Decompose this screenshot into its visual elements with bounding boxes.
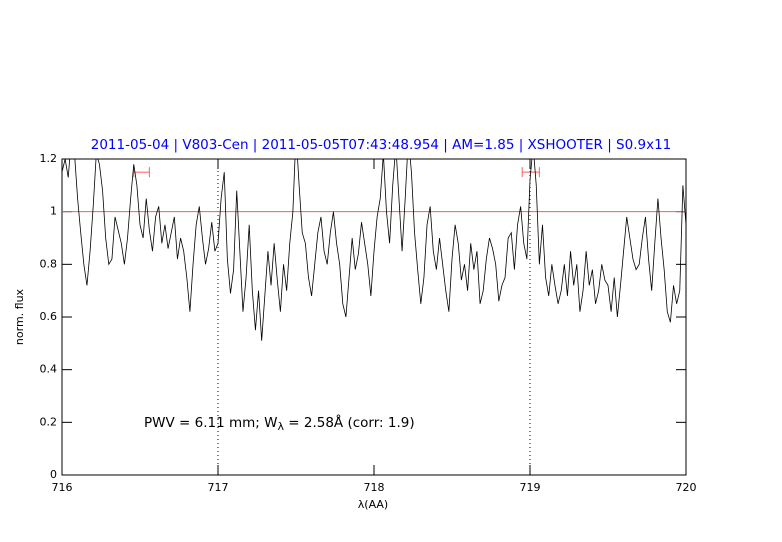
x-tick-label: 716	[52, 481, 73, 494]
annotation-text: PWV = 6.11 mm; W	[144, 415, 277, 431]
x-tick-label: 719	[520, 481, 541, 494]
y-tick-label: 0.4	[40, 363, 58, 376]
y-tick-label: 1.2	[40, 152, 58, 165]
x-tick-label: 717	[208, 481, 229, 494]
y-tick-label: 1	[50, 205, 57, 218]
y-tick-label: 0.6	[40, 310, 58, 323]
spectrum-line	[62, 159, 686, 341]
y-axis-label: norm. flux	[13, 288, 26, 345]
x-tick-label: 718	[364, 481, 385, 494]
y-tick-label: 0	[50, 468, 57, 481]
x-tick-label: 720	[676, 481, 697, 494]
y-tick-label: 0.2	[40, 415, 58, 428]
x-axis-label: λ(AA)	[358, 498, 388, 511]
annotation-subscript: λ	[277, 420, 284, 433]
annotation: PWV = 6.11 mm; Wλ = 2.58Å (corr: 1.9)	[144, 414, 415, 433]
annotation-text: = 2.58Å (corr: 1.9)	[284, 414, 415, 431]
y-tick-label: 0.8	[40, 257, 58, 270]
chart-title: 2011-05-04 | V803-Cen | 2011-05-05T07:43…	[91, 137, 672, 153]
